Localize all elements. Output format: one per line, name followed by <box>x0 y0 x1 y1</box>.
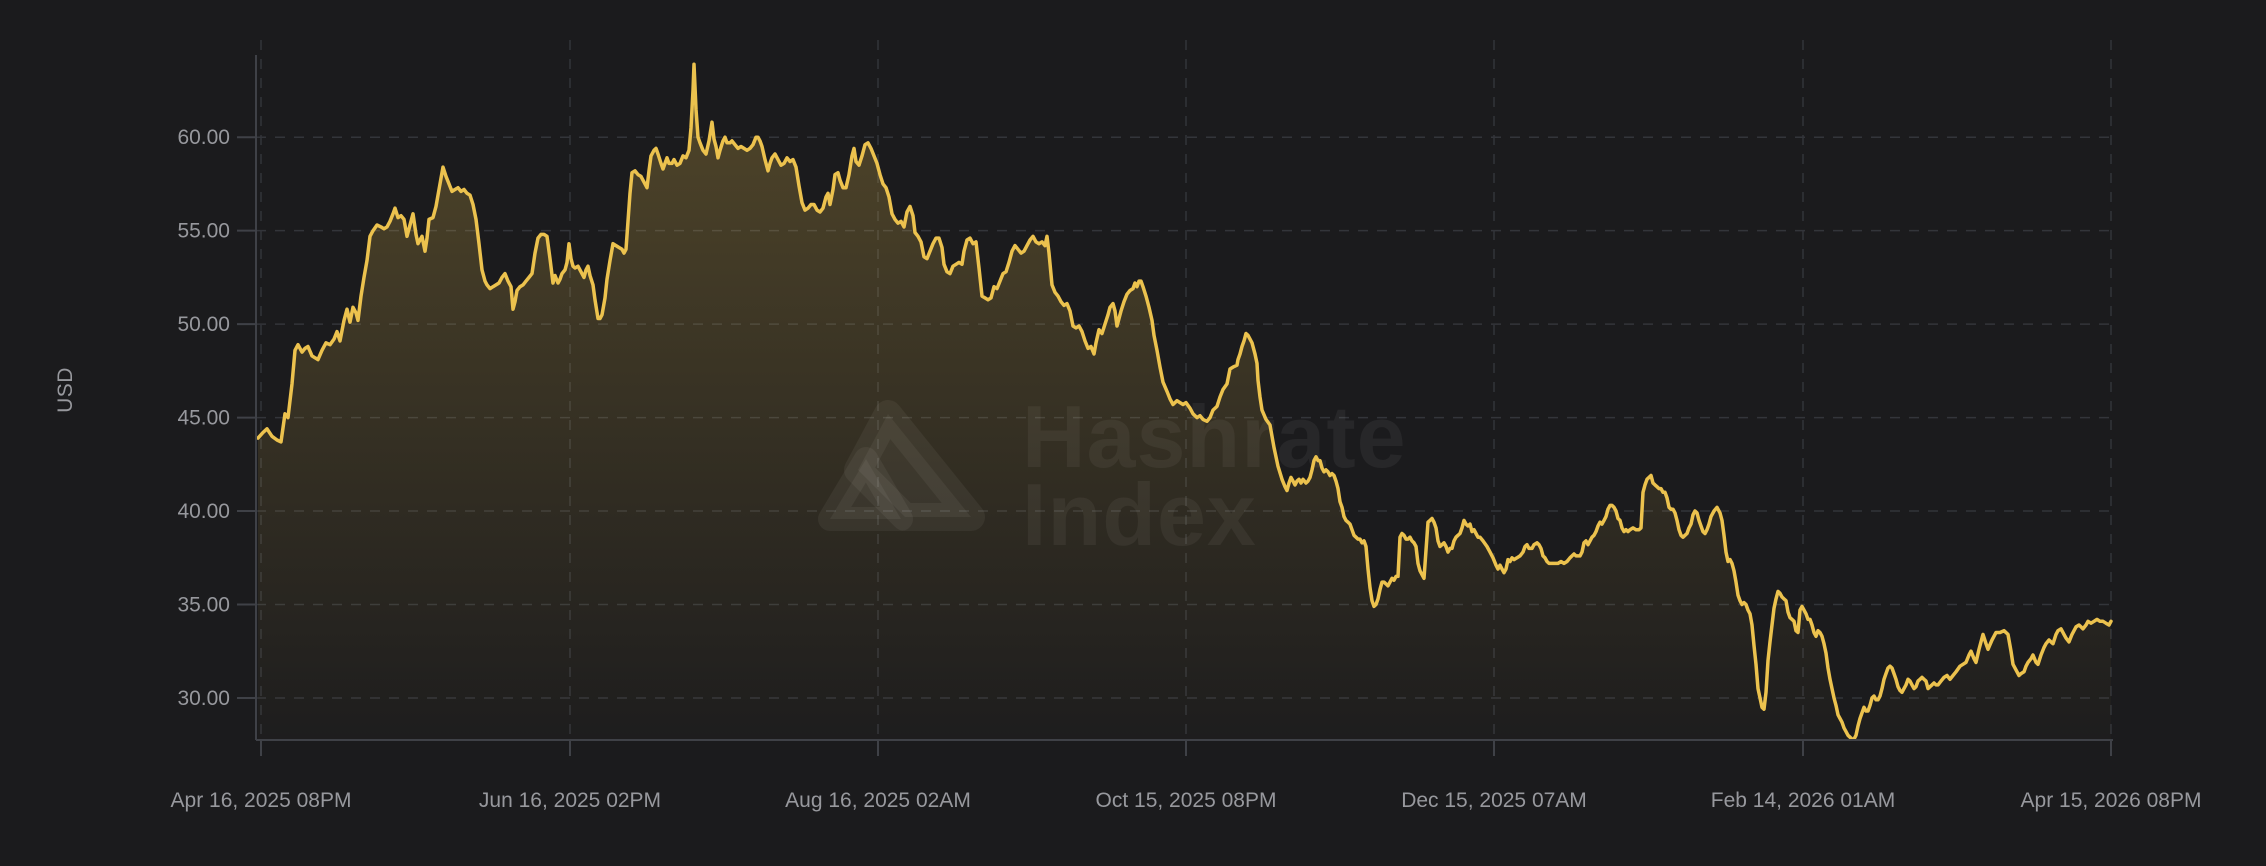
x-tick-marks <box>260 740 2112 756</box>
y-tick-marks <box>237 136 256 699</box>
x-tick-label: Apr 16, 2025 08PM <box>171 789 352 812</box>
y-axis-title: USD <box>54 367 77 413</box>
y-tick-label: 55.00 <box>177 220 230 243</box>
x-tick-label: Jun 16, 2025 02PM <box>479 789 661 812</box>
x-tick-labels: Apr 16, 2025 08PM Jun 16, 2025 02PM Aug 16… <box>171 789 2202 812</box>
y-tick-label: 60.00 <box>177 126 230 149</box>
series-price-line <box>256 62 2113 741</box>
x-tick-label: Aug 16, 2025 02AM <box>785 789 971 812</box>
y-tick-label: 35.00 <box>177 593 230 616</box>
y-tick-label: 40.00 <box>177 500 230 523</box>
y-tick-label: 45.00 <box>177 407 230 430</box>
y-tick-labels: 60.00 55.00 50.00 45.00 40.00 35.00 30.00 <box>177 126 230 710</box>
x-tick-label: Apr 15, 2026 08PM <box>2021 789 2202 812</box>
plot-hover-area[interactable] <box>256 40 2113 740</box>
series-area-fill <box>258 64 2111 741</box>
x-tick-label: Feb 14, 2026 01AM <box>1711 789 1895 812</box>
x-tick-label: Oct 15, 2025 08PM <box>1096 789 1277 812</box>
y-tick-label: 30.00 <box>177 687 230 710</box>
y-tick-label: 50.00 <box>177 313 230 336</box>
x-tick-label: Dec 15, 2025 07AM <box>1401 789 1587 812</box>
